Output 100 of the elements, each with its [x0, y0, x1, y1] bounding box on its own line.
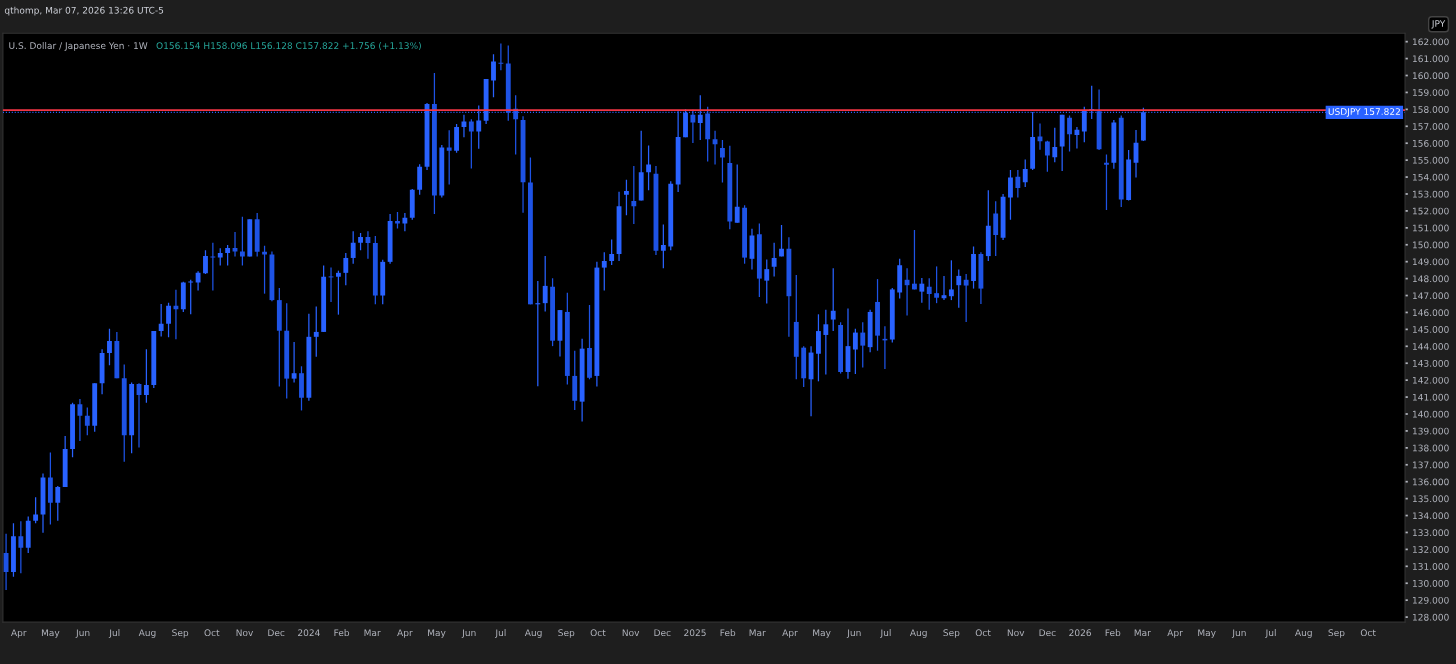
text: JPY — [1431, 20, 1446, 29]
candlestick — [468, 118, 474, 170]
candlestick — [1008, 169, 1013, 221]
y-tick-label: 140.000 — [1412, 410, 1449, 418]
y-tick-label: 132.000 — [1412, 546, 1449, 553]
annotation: O156.154 H158.096 L156.128 C157.822 +1.756 (+1.13%) — [156, 42, 421, 51]
y-tick-label: 135.000 — [1412, 495, 1449, 503]
candlestick — [926, 277, 932, 311]
x-tick-label: Jul — [494, 629, 506, 638]
candlestick — [454, 123, 459, 154]
candlestick — [18, 520, 24, 574]
candlestick — [446, 129, 452, 186]
y-tick-label: 131.000 — [1412, 563, 1449, 570]
candlestick — [1044, 140, 1050, 173]
candlestick — [188, 279, 194, 315]
candlestick — [764, 258, 770, 305]
candlestick — [631, 165, 637, 225]
candlestick — [934, 265, 940, 304]
x-tick-label: Feb — [720, 629, 736, 637]
candlestick — [210, 242, 216, 292]
y-tick-label: 158.000 — [1412, 106, 1449, 113]
y-tick-label: 162.000 — [1412, 38, 1449, 46]
y-tick-label: 156.000 — [1412, 139, 1449, 147]
x-tick-label: Oct — [975, 629, 991, 637]
y-tick-label: 155.000 — [1412, 156, 1449, 164]
candlestick — [771, 242, 777, 278]
x-tick-label: Dec — [1039, 629, 1056, 637]
y-tick-label: 152.000 — [1412, 207, 1449, 215]
x-tick-label: Nov — [236, 629, 254, 637]
candlestick — [3, 533, 9, 591]
y-tick-label: 133.000 — [1412, 529, 1449, 537]
candlestick — [542, 255, 548, 313]
candlestick — [734, 163, 740, 224]
candlestick — [1104, 153, 1109, 211]
candlestick — [660, 223, 666, 269]
candlestick — [720, 139, 725, 184]
y-tick-label: 143.000 — [1412, 359, 1449, 367]
candlestick — [33, 496, 39, 524]
y-tick-label: 137.000 — [1412, 461, 1449, 469]
x-tick-label: May — [813, 629, 831, 638]
candlestick — [963, 273, 969, 323]
candlestick — [1022, 158, 1028, 188]
y-tick-label: 139.000 — [1412, 427, 1449, 435]
x-tick-label: Sep — [558, 629, 575, 638]
candlestick — [830, 267, 836, 332]
x-tick-label: Apr — [11, 629, 27, 638]
candlestick — [335, 270, 341, 316]
candlestick — [232, 231, 238, 258]
y-tick-label: 157.000 — [1412, 123, 1449, 130]
candlestick — [143, 348, 149, 404]
x-tick-label: Aug — [909, 629, 927, 638]
x-tick-label: Apr — [1167, 629, 1183, 638]
x-tick-label: Aug — [524, 629, 542, 638]
candlestick — [1015, 169, 1021, 199]
x-tick-label: Feb — [334, 629, 350, 637]
x-tick-label: Sep — [1328, 629, 1345, 638]
x-tick-label: 2024 — [298, 629, 320, 637]
y-tick-label: 149.000 — [1412, 258, 1449, 266]
y-tick-label: 138.000 — [1412, 444, 1449, 452]
candlestick — [609, 238, 615, 266]
x-tick-label: May — [41, 629, 60, 638]
y-tick-label: 146.000 — [1412, 309, 1449, 317]
y-tick-label: 147.000 — [1412, 292, 1449, 300]
x-tick-label: Mar — [364, 629, 381, 637]
x-tick-label: Jul — [108, 629, 120, 638]
candlestick — [948, 259, 954, 301]
x-tick-label: 2025 — [684, 629, 706, 637]
x-tick-label: Apr — [782, 629, 798, 638]
y-tick-label: 128.000 — [1412, 613, 1449, 621]
candlestick — [779, 224, 784, 258]
candlestick — [262, 245, 267, 295]
x-tick-label: Oct — [204, 629, 220, 637]
y-tick-label: 160.000 — [1412, 72, 1449, 80]
x-tick-label: Dec — [654, 629, 671, 637]
y-tick-label: 145.000 — [1412, 326, 1449, 333]
x-tick-label: Jul — [1265, 629, 1276, 638]
x-tick-label: Jul — [880, 629, 891, 638]
x-tick-label: Nov — [1007, 629, 1025, 637]
candlestick — [919, 277, 925, 304]
x-tick-label: Sep — [943, 629, 960, 638]
candlestick — [624, 179, 629, 216]
candlestick — [225, 244, 231, 267]
x-tick-label: Feb — [1105, 629, 1121, 637]
x-tick-label: Oct — [1360, 629, 1376, 637]
x-tick-label: May — [1198, 629, 1216, 638]
y-tick-label: 142.000 — [1412, 376, 1449, 384]
candlestick — [313, 305, 319, 358]
candlestick — [55, 485, 61, 522]
candlestick — [417, 163, 423, 196]
y-tick-label: 130.000 — [1412, 579, 1449, 587]
x-tick-label: Aug — [138, 629, 156, 638]
candlestick — [291, 341, 297, 384]
x-tick-label: Jun — [75, 629, 90, 638]
x-tick-label: Jun — [1231, 629, 1246, 638]
candlestick — [491, 53, 496, 98]
candlestick — [195, 270, 201, 292]
candlestick — [690, 109, 696, 144]
candlestick — [343, 252, 349, 286]
candlestick — [158, 303, 164, 338]
y-tick-label: 159.000 — [1412, 89, 1449, 96]
